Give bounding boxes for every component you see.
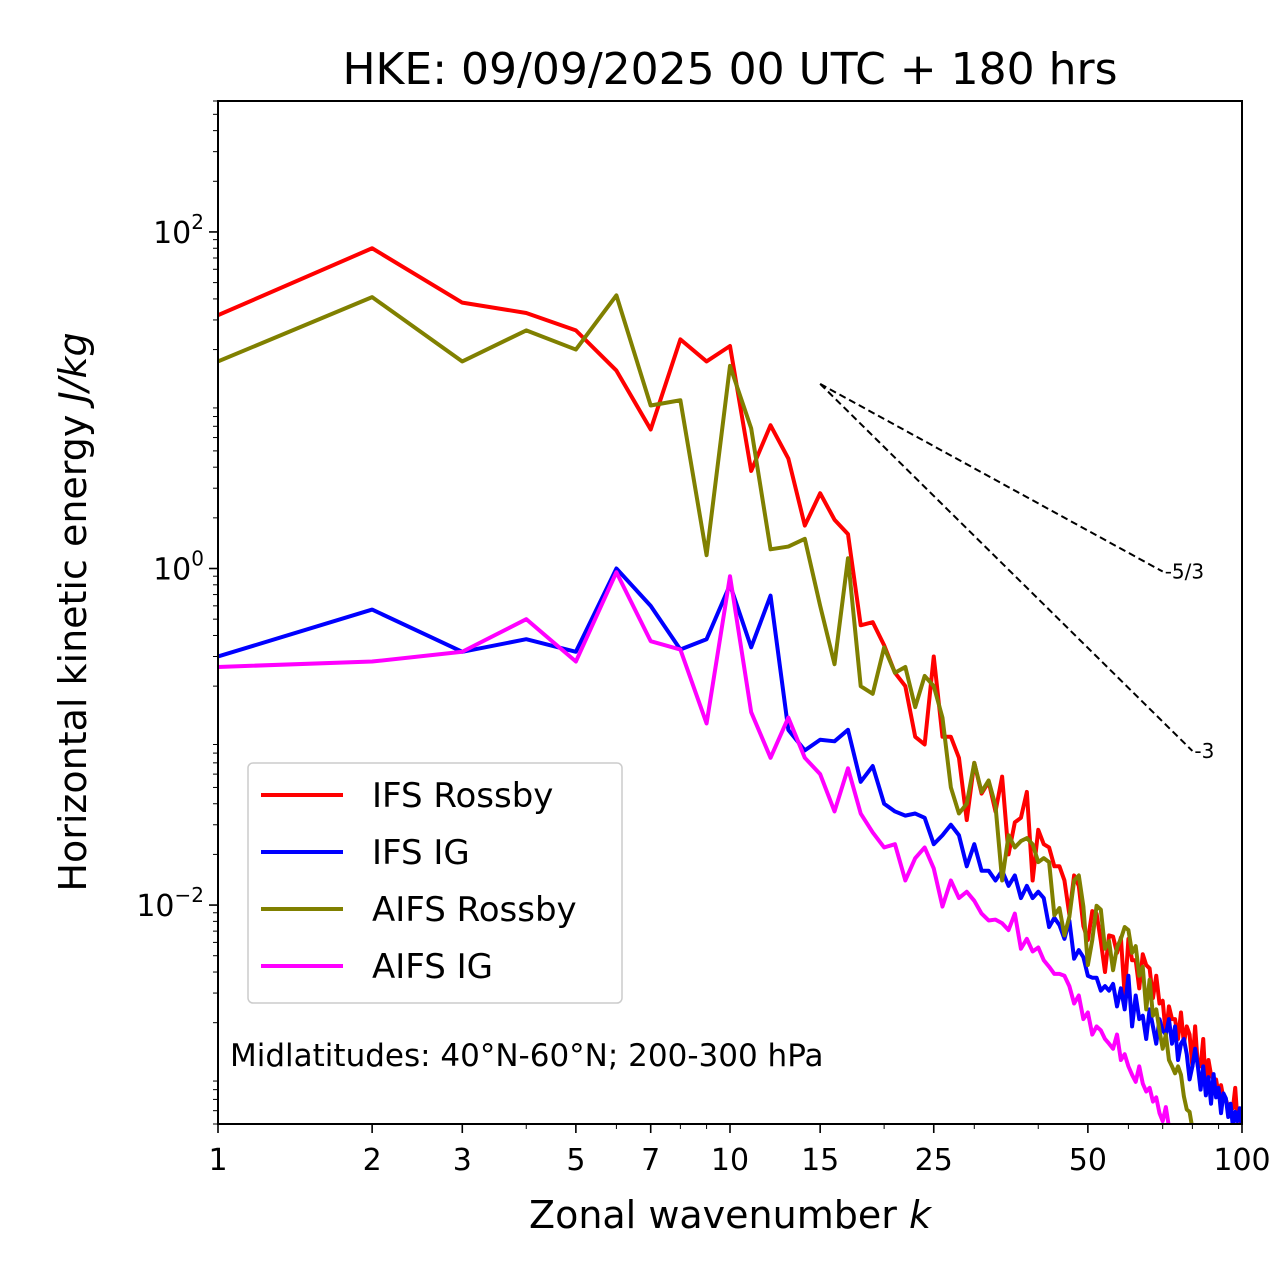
series-lines [218, 246, 1242, 1124]
x-tick-label: 10 [711, 1143, 749, 1178]
legend-label-aifs-rossby: AIFS Rossby [372, 890, 577, 930]
x-tick-label: 2 [363, 1143, 382, 1178]
y-tick-label: 100 [153, 547, 204, 588]
y-axis-unit: J/kg [51, 332, 95, 409]
series-line-aifs-ig [218, 570, 1171, 1124]
legend-label-ifs-rossby: IFS Rossby [372, 776, 553, 816]
x-tick-label: 15 [801, 1143, 839, 1178]
x-axis-label: Zonal wavenumber k [529, 1193, 933, 1237]
x-tick-label: 1 [208, 1143, 227, 1178]
reference-slope-lines [819, 383, 1194, 752]
x-tick-label: 5 [566, 1143, 585, 1178]
reference-line-5-3 [819, 383, 1164, 573]
series-line-ifs-ig [218, 566, 1242, 1124]
x-tick-label: 3 [453, 1143, 472, 1178]
x-tick-label: 100 [1213, 1143, 1270, 1178]
x-tick-label: 7 [641, 1143, 660, 1178]
legend-label-aifs-ig: AIFS IG [372, 947, 493, 987]
legend-box [247, 762, 623, 1004]
reference-label-5-3: -5/3 [1165, 560, 1204, 584]
series-line-aifs-rossby [218, 293, 1194, 1124]
y-tick-label: 10−2 [136, 883, 204, 924]
legend: IFS Rossby IFS IG AIFS Rossby AIFS IG [247, 762, 623, 1004]
tick-labels: 1 2 3 5 7 10 15 25 50 100 10−2 100 102 [136, 210, 1270, 1178]
x-tick-label: 25 [915, 1143, 953, 1178]
y-axis-label: Horizontal kinetic energy J/kg [51, 332, 95, 891]
reference-label-3: -3 [1194, 739, 1214, 763]
x-tick-label: 50 [1069, 1143, 1107, 1178]
series-line-ifs-rossby [218, 246, 1242, 1124]
reference-slope-labels: -5/3 -3 [1165, 560, 1215, 763]
legend-label-ifs-ig: IFS IG [372, 833, 470, 873]
chart-title: HKE: 09/09/2025 00 UTC + 180 hrs [342, 44, 1117, 95]
plot-frame [217, 100, 1243, 1125]
x-axis-variable: k [909, 1193, 933, 1237]
x-axis-label-text: Zonal wavenumber [529, 1193, 897, 1237]
y-axis-label-text: Horizontal kinetic energy [51, 415, 95, 892]
reference-line-3 [819, 383, 1194, 752]
y-tick-label: 102 [153, 210, 204, 251]
region-annotation: Midlatitudes: 40°N-60°N; 200-300 hPa [230, 1038, 824, 1074]
